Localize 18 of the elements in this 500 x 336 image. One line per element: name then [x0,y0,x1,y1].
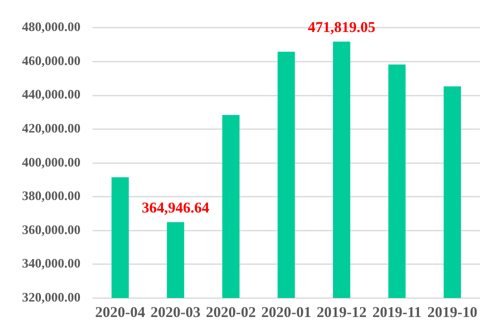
y-tick-label: 340,000.00 [22,256,80,271]
x-tick-label: 2020-03 [150,304,201,321]
y-tick-label: 460,000.00 [22,52,80,68]
data-label: 364,946.64 [142,200,210,216]
y-tick-label: 320,000.00 [22,289,80,304]
data-label: 471,819.05 [308,20,376,36]
x-tick-label: 2020-02 [206,304,256,321]
y-tick-label: 480,000.00 [22,19,80,34]
y-tick-label: 440,000.00 [22,86,80,102]
y-tick-label: 380,000.00 [22,188,80,204]
y-tick-label: 400,000.00 [22,154,80,170]
x-tick-label: 2019-10 [427,304,478,321]
x-tick-label: 2019-12 [316,304,367,321]
x-tick-label: 2020-01 [261,304,312,321]
x-tick-label: 2019-11 [372,304,422,321]
y-tick-label: 360,000.00 [22,222,80,237]
x-tick-label: 2020-04 [95,304,146,321]
y-tick-label: 420,000.00 [22,120,80,136]
